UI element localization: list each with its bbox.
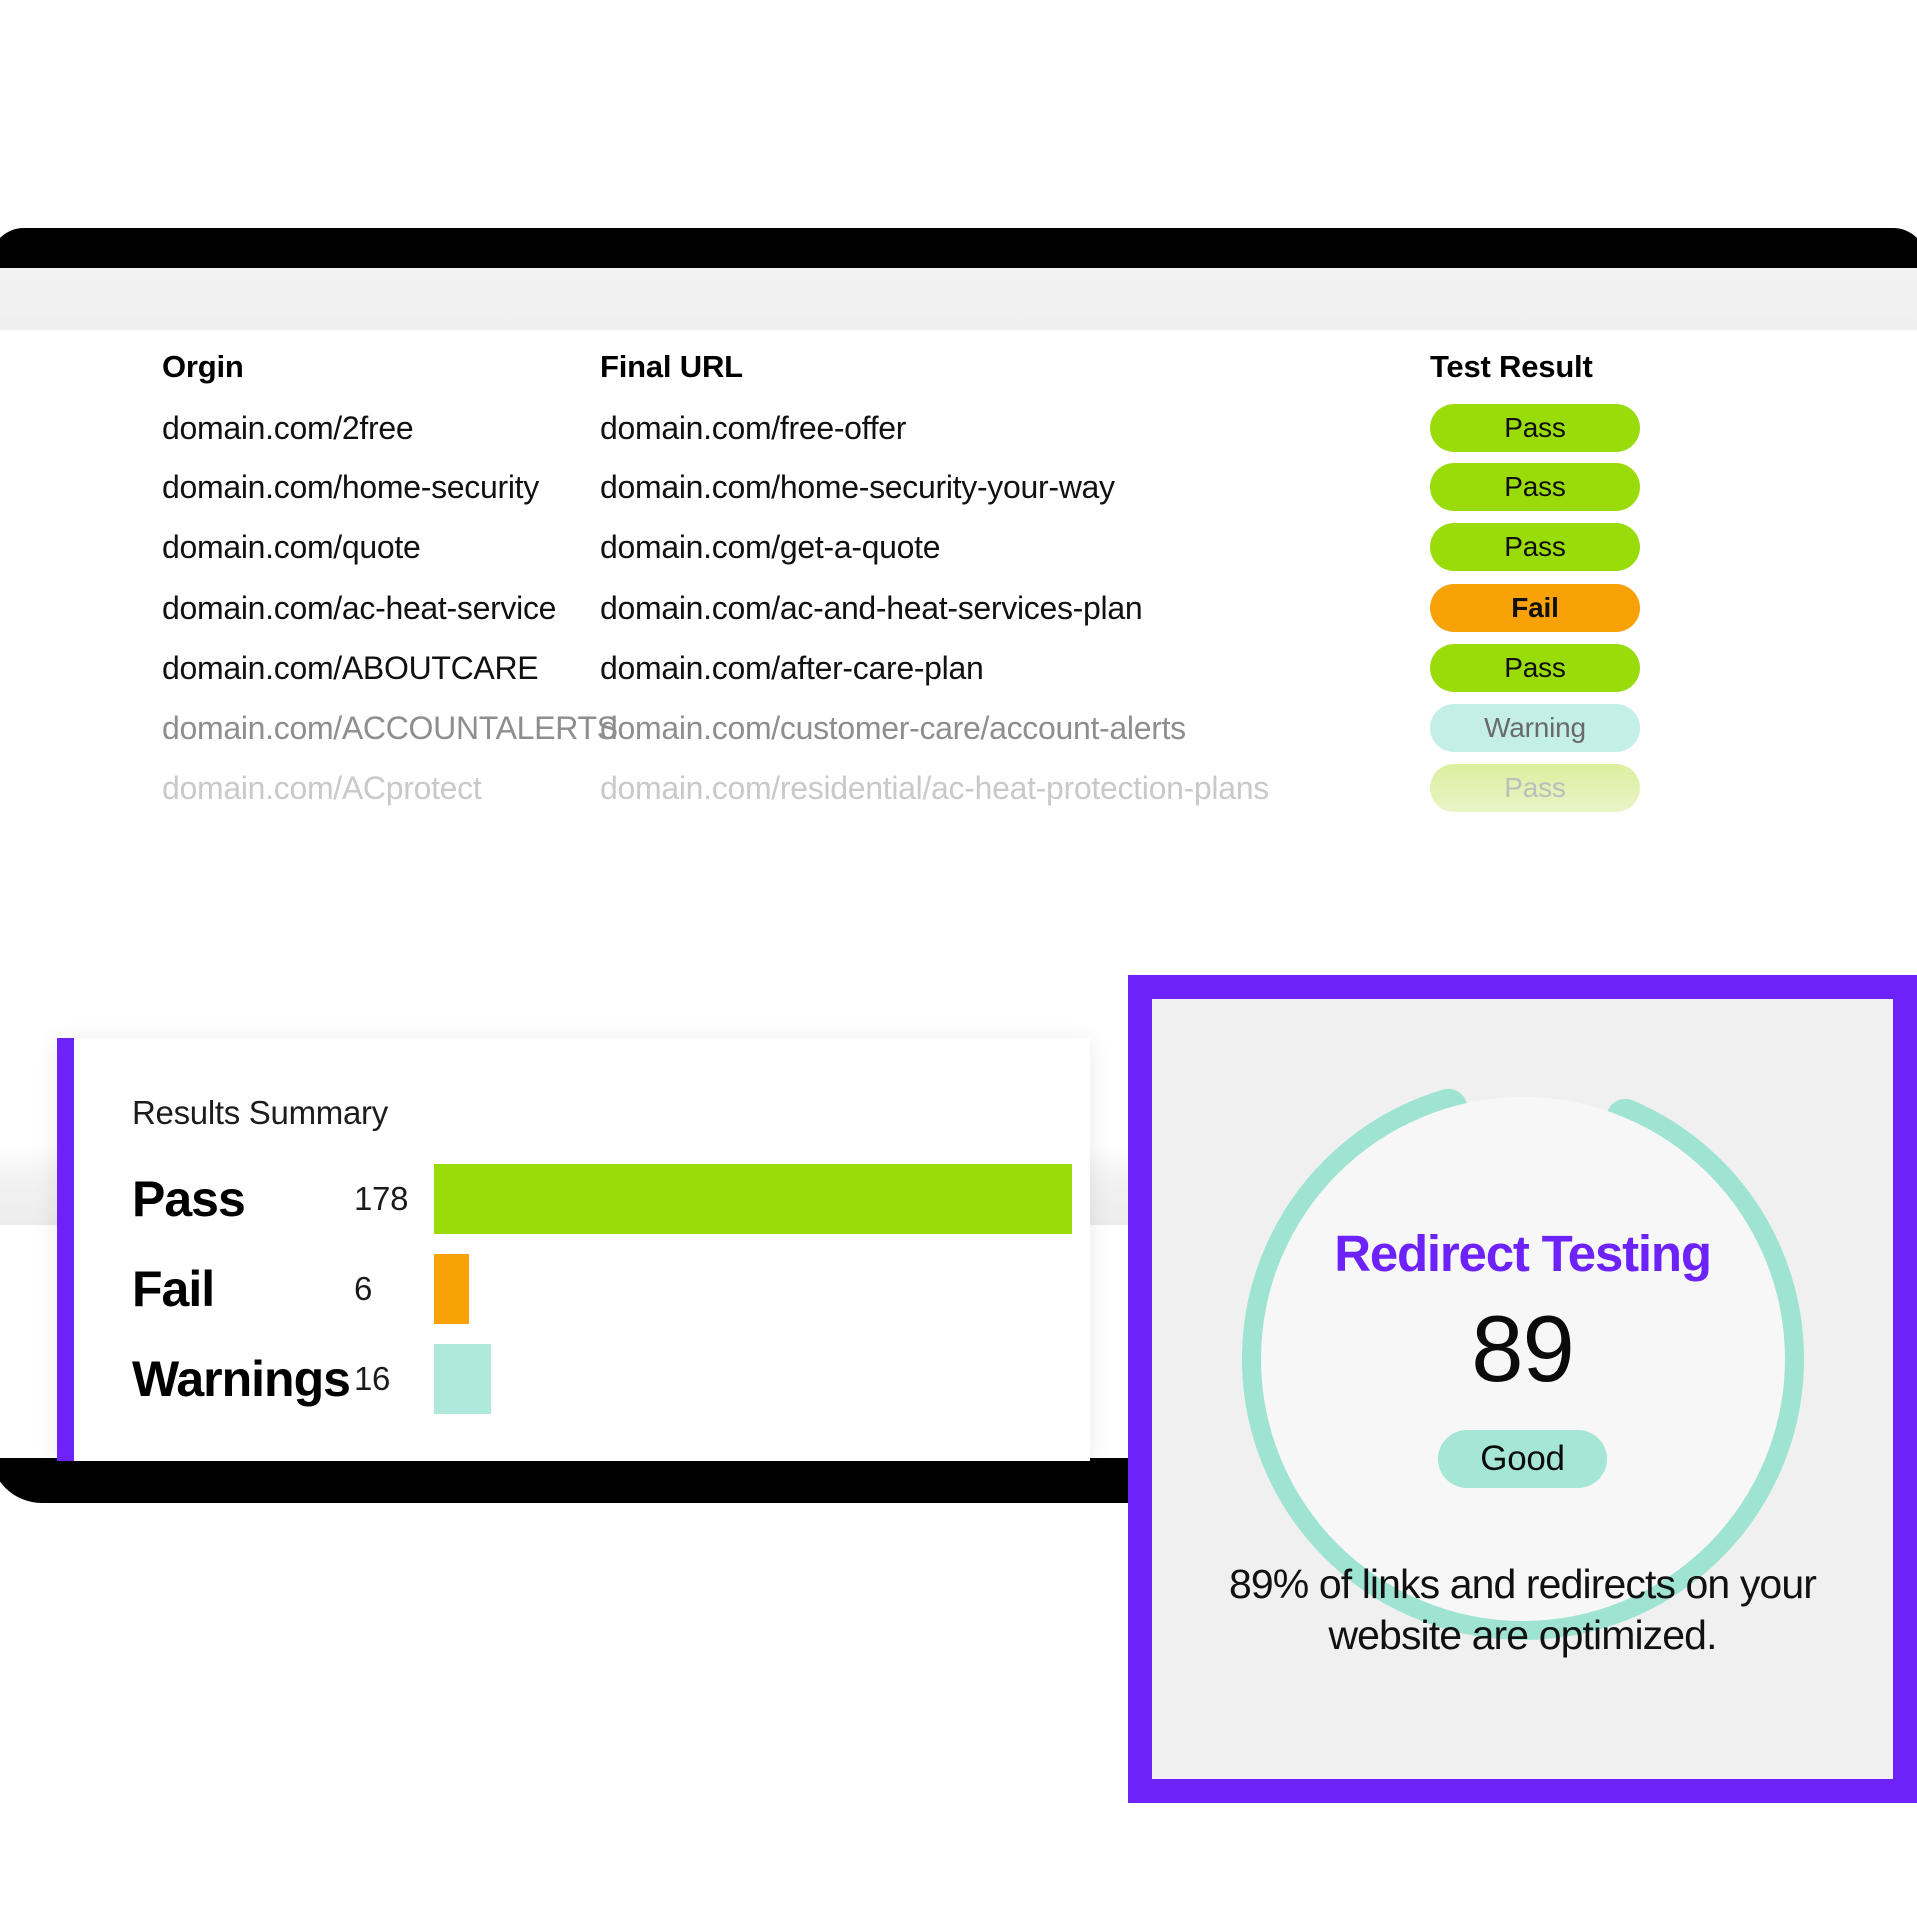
summary-bar-track <box>434 1164 1072 1234</box>
cell-origin: domain.com/ABOUTCARE <box>0 650 600 687</box>
summary-bar-warnings <box>434 1344 492 1414</box>
final-url-value: domain.com/after-care-plan <box>600 649 984 686</box>
status-badge: Pass <box>1430 764 1640 812</box>
summary-value: 178 <box>354 1180 409 1217</box>
status-badge: Fail <box>1430 584 1640 632</box>
summary-row-fail: Fail 6 <box>132 1254 1072 1324</box>
cell-test-result: Pass <box>1430 463 1755 511</box>
status-badge: Pass <box>1430 523 1640 571</box>
final-url-header-label: Final URL <box>600 349 743 384</box>
cell-final-url: domain.com/free-offer <box>600 410 1430 447</box>
cell-final-url: domain.com/ac-and-heat-services-plan <box>600 590 1430 627</box>
cell-test-result: Pass <box>1430 523 1755 571</box>
gauge-title: Redirect Testing <box>1334 1224 1712 1282</box>
cell-origin: domain.com/ACprotect <box>0 770 600 807</box>
cell-origin: domain.com/home-security <box>0 469 600 506</box>
summary-label: Warnings <box>132 1351 351 1407</box>
status-badge: Pass <box>1430 404 1640 452</box>
cell-final-url: domain.com/get-a-quote <box>600 529 1430 566</box>
table-row[interactable]: domain.com/ACprotect domain.com/resident… <box>0 751 1917 825</box>
final-url-value: domain.com/customer-care/account-alerts <box>600 709 1186 746</box>
origin-value: domain.com/2free <box>162 409 414 446</box>
gauge-score: 89 <box>1471 1295 1575 1401</box>
origin-value: domain.com/home-security <box>162 468 539 505</box>
cell-test-result: Warning <box>1430 704 1755 752</box>
final-url-value: domain.com/get-a-quote <box>600 528 941 565</box>
summary-value: 16 <box>354 1360 391 1397</box>
summary-bar-fail <box>434 1254 470 1324</box>
status-badge: Warning <box>1430 704 1640 752</box>
final-url-value: domain.com/ac-and-heat-services-plan <box>600 589 1143 626</box>
cell-final-url: domain.com/customer-care/account-alerts <box>600 710 1430 747</box>
cell-test-result: Pass <box>1430 644 1755 692</box>
cell-test-result: Pass <box>1430 404 1755 452</box>
table-row[interactable]: domain.com/ac-heat-service domain.com/ac… <box>0 571 1917 645</box>
final-url-value: domain.com/free-offer <box>600 409 907 446</box>
origin-value: domain.com/ABOUTCARE <box>162 649 539 686</box>
table-row[interactable]: domain.com/2free domain.com/free-offer P… <box>0 391 1917 465</box>
cell-final-url: domain.com/residential/ac-heat-protectio… <box>600 770 1430 807</box>
summary-bar-pass <box>434 1164 1072 1234</box>
table-row[interactable]: domain.com/ACCOUNTALERTS domain.com/cust… <box>0 691 1917 765</box>
gauge-inner-content: Redirect Testing 89 Good <box>1260 1097 1785 1621</box>
summary-value: 6 <box>354 1270 373 1307</box>
summary-label: Fail <box>132 1261 215 1317</box>
cell-test-result: Pass <box>1430 764 1755 812</box>
redirect-testing-card: Redirect Testing 89 Good 89% of links an… <box>1128 975 1917 1803</box>
redirect-results-table: Orgin Final URL Test Result domain.com/2… <box>0 330 1917 1150</box>
column-header-origin: Orgin <box>0 349 600 385</box>
cell-origin: domain.com/2free <box>0 410 600 447</box>
summary-label: Pass <box>132 1171 246 1227</box>
redirect-score-gauge: Redirect Testing 89 Good <box>1223 1059 1823 1659</box>
table-header-row: Orgin Final URL Test Result <box>0 330 1917 404</box>
table-row[interactable]: domain.com/quote domain.com/get-a-quote … <box>0 510 1917 584</box>
summary-row-pass: Pass 178 <box>132 1164 1072 1234</box>
results-summary-title: Results Summary <box>132 1094 388 1131</box>
origin-header-label: Orgin <box>162 349 244 384</box>
gauge-status-badge: Good <box>1438 1430 1607 1489</box>
origin-value: domain.com/ACprotect <box>162 769 482 806</box>
cell-origin: domain.com/ac-heat-service <box>0 590 600 627</box>
summary-bar-track <box>434 1254 1072 1324</box>
summary-bar-track <box>434 1344 1072 1414</box>
final-url-value: domain.com/home-security-your-way <box>600 468 1115 505</box>
origin-value: domain.com/quote <box>162 528 421 565</box>
final-url-value: domain.com/residential/ac-heat-protectio… <box>600 769 1269 806</box>
cell-origin: domain.com/quote <box>0 529 600 566</box>
origin-value: domain.com/ACCOUNTALERTS <box>162 709 618 746</box>
status-badge: Pass <box>1430 644 1640 692</box>
summary-row-warnings: Warnings 16 <box>132 1344 1072 1414</box>
cell-final-url: domain.com/after-care-plan <box>600 650 1430 687</box>
origin-value: domain.com/ac-heat-service <box>162 589 557 626</box>
results-summary-card: Results Summary Pass 178 Fail 6 Warnings… <box>57 1038 1090 1461</box>
table-row[interactable]: domain.com/ABOUTCARE domain.com/after-ca… <box>0 631 1917 705</box>
column-header-final-url: Final URL <box>600 349 1430 385</box>
cell-final-url: domain.com/home-security-your-way <box>600 469 1430 506</box>
cell-origin: domain.com/ACCOUNTALERTS <box>0 710 618 747</box>
status-badge: Pass <box>1430 463 1640 511</box>
cell-test-result: Fail <box>1430 584 1755 632</box>
gauge-caption: 89% of links and redirects on your websi… <box>1228 1560 1817 1658</box>
column-header-test-result: Test Result <box>1430 349 1755 385</box>
test-result-header-label: Test Result <box>1430 349 1593 384</box>
table-row[interactable]: domain.com/home-security domain.com/home… <box>0 450 1917 524</box>
